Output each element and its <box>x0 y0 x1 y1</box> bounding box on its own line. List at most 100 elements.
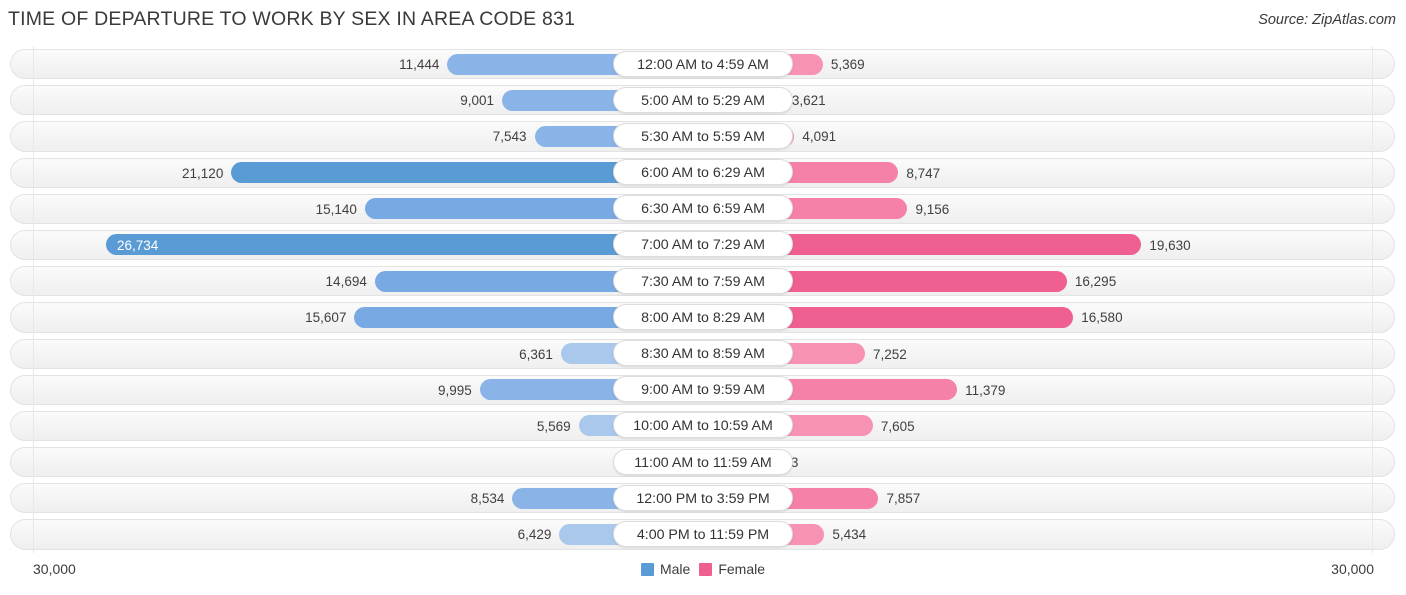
value-label-male: 6,361 <box>519 346 553 362</box>
axis-guide-right <box>1372 118 1373 155</box>
value-label-male: 15,607 <box>305 310 347 326</box>
chart-row[interactable]: 6,429 5,434 4:00 PM to 11:59 PM <box>0 516 1406 553</box>
axis-left-max-label: 30,000 <box>33 561 76 577</box>
value-label-female: 19,630 <box>1149 237 1191 253</box>
legend-item-female[interactable]: Female <box>699 561 765 577</box>
chart-row[interactable]: 21,120 8,747 6:00 AM to 6:29 AM <box>0 154 1406 191</box>
bar-male[interactable] <box>105 234 703 256</box>
value-label-male: 8,534 <box>470 491 505 507</box>
value-label-male: 26,734 <box>116 237 159 253</box>
axis-guide-right <box>1372 516 1373 553</box>
category-label[interactable]: 7:00 AM to 7:29 AM <box>613 231 793 258</box>
source-attribution: Source: ZipAtlas.com <box>1258 12 1396 28</box>
axis-guide-left <box>33 82 34 119</box>
bar-female[interactable] <box>703 306 1074 328</box>
category-label[interactable]: 8:30 AM to 8:59 AM <box>613 340 793 366</box>
bar-female[interactable] <box>703 234 1142 256</box>
axis-guide-right <box>1372 154 1373 191</box>
axis-guide-right <box>1372 46 1373 83</box>
axis-guide-left <box>33 263 34 300</box>
category-label[interactable]: 9:00 AM to 9:59 AM <box>613 376 793 403</box>
value-label-female: 4,091 <box>802 129 837 145</box>
value-label-female: 7,605 <box>880 418 915 434</box>
axis-guide-left <box>33 371 34 408</box>
value-label-female: 3,621 <box>791 93 826 109</box>
chart-row[interactable]: 9,995 11,379 9:00 AM to 9:59 AM <box>0 371 1406 408</box>
chart-footer: 30,000 Male Female 30,000 <box>0 556 1406 586</box>
bar-female[interactable] <box>703 270 1067 292</box>
value-label-male: 21,120 <box>182 165 224 181</box>
axis-guide-right <box>1372 190 1373 227</box>
value-label-male: 11,444 <box>399 57 440 72</box>
chart-plot-area: 11,444 5,369 12:00 AM to 4:59 AM 9,001 3,621… <box>0 46 1406 553</box>
legend-label-male: Male <box>659 561 691 577</box>
chart-row[interactable]: 6,361 7,252 8:30 AM to 8:59 AM <box>0 335 1406 372</box>
chart-row[interactable]: 15,140 9,156 6:30 AM to 6:59 AM <box>0 190 1406 227</box>
legend-swatch-female-icon <box>699 562 713 576</box>
value-label-female: 7,857 <box>886 491 921 507</box>
category-label[interactable]: 5:30 AM to 5:59 AM <box>613 122 793 149</box>
axis-guide-left <box>33 46 34 83</box>
category-label[interactable]: 4:00 PM to 11:59 PM <box>613 520 793 547</box>
axis-guide-left <box>33 444 34 481</box>
value-label-female: 5,369 <box>830 57 865 72</box>
chart-row[interactable]: 8,534 7,857 12:00 PM to 3:59 PM <box>0 480 1406 517</box>
chart-row[interactable]: 9,001 3,621 5:00 AM to 5:29 AM <box>0 82 1406 119</box>
category-label[interactable]: 12:00 PM to 3:59 PM <box>613 484 793 511</box>
value-label-female: 7,252 <box>872 346 907 362</box>
axis-guide-left <box>33 299 34 336</box>
axis-guide-right <box>1372 263 1373 300</box>
axis-guide-left <box>33 190 34 227</box>
axis-guide-left <box>33 118 34 155</box>
page-title: TIME OF DEPARTURE TO WORK BY SEX IN AREA… <box>8 8 576 30</box>
value-label-male: 14,694 <box>325 274 367 290</box>
axis-guide-right <box>1372 444 1373 481</box>
category-label[interactable]: 8:00 AM to 8:29 AM <box>613 303 793 330</box>
axis-guide-right <box>1372 226 1373 264</box>
legend-label-female: Female <box>718 561 766 577</box>
chart-row[interactable]: 5,569 7,605 10:00 AM to 10:59 AM <box>0 407 1406 445</box>
legend-swatch-male-icon <box>640 562 654 576</box>
value-label-female: 16,295 <box>1074 274 1117 290</box>
axis-guide-left <box>33 516 34 553</box>
axis-guide-left <box>33 226 34 264</box>
value-label-male: 9,001 <box>460 93 494 109</box>
bar-male[interactable] <box>231 162 703 184</box>
axis-guide-left <box>33 480 34 517</box>
chart-row[interactable]: 7,543 4,091 5:30 AM to 5:59 AM <box>0 118 1406 155</box>
axis-guide-right <box>1372 335 1373 372</box>
category-label[interactable]: 10:00 AM to 10:59 AM <box>613 412 793 439</box>
value-label-male: 9,995 <box>437 382 472 398</box>
value-label-female: 11,379 <box>965 382 1006 398</box>
axis-guide-left <box>33 407 34 445</box>
chart-header: TIME OF DEPARTURE TO WORK BY SEX IN AREA… <box>0 0 1406 40</box>
category-label[interactable]: 6:30 AM to 6:59 AM <box>613 195 793 222</box>
legend-item-male[interactable]: Male <box>640 561 691 577</box>
value-label-female: 16,580 <box>1081 310 1123 326</box>
axis-right-max-label: 30,000 <box>1331 561 1374 577</box>
value-label-female: 9,156 <box>915 201 950 217</box>
axis-guide-right <box>1372 82 1373 119</box>
axis-guide-right <box>1372 407 1373 445</box>
value-label-male: 5,569 <box>536 418 571 434</box>
category-label[interactable]: 6:00 AM to 6:29 AM <box>613 159 793 186</box>
chart-row[interactable]: 15,607 16,580 8:00 AM to 8:29 AM <box>0 299 1406 336</box>
chart-legend: Male Female <box>0 561 1406 577</box>
axis-guide-left <box>33 154 34 191</box>
value-label-female: 5,434 <box>832 527 867 543</box>
axis-guide-right <box>1372 371 1373 408</box>
category-label[interactable]: 12:00 AM to 4:59 AM <box>613 50 793 77</box>
category-label[interactable]: 5:00 AM to 5:29 AM <box>613 86 793 113</box>
chart-row[interactable]: 11,444 5,369 12:00 AM to 4:59 AM <box>0 46 1406 83</box>
chart-row[interactable]: 1,8502,40311:00 AM to 11:59 AM <box>0 444 1406 481</box>
category-label[interactable]: 7:30 AM to 7:59 AM <box>613 267 793 294</box>
axis-guide-right <box>1372 299 1373 336</box>
category-label[interactable]: 11:00 AM to 11:59 AM <box>613 448 793 475</box>
value-label-male: 15,140 <box>315 201 357 217</box>
value-label-female: 8,747 <box>906 165 941 181</box>
value-label-male: 7,543 <box>492 129 527 145</box>
axis-guide-left <box>33 335 34 372</box>
value-label-male: 6,429 <box>517 527 552 543</box>
chart-row[interactable]: 26,734 19,630 7:00 AM to 7:29 AM <box>0 226 1406 264</box>
chart-row[interactable]: 14,694 16,295 7:30 AM to 7:59 AM <box>0 263 1406 300</box>
